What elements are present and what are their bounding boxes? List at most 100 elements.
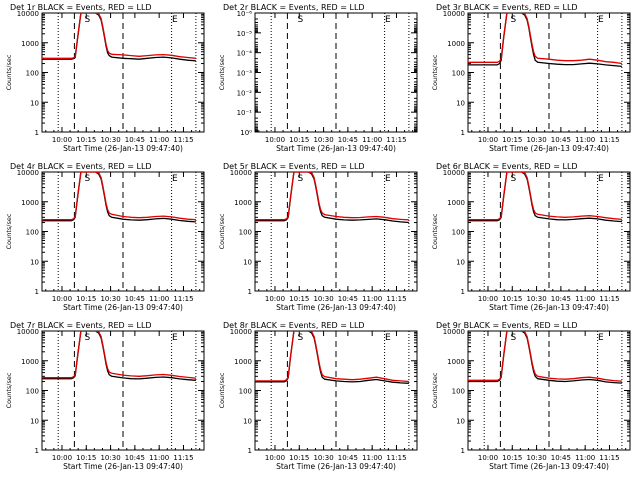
x-tick-label: 10:45 — [125, 136, 145, 144]
y-tick-label: 10⁻² — [237, 89, 253, 97]
y-axis-label: Counts/sec — [431, 213, 439, 249]
x-tick-label: 10:15 — [76, 136, 96, 144]
x-tick-label: 10:15 — [289, 454, 309, 462]
event-symbol: E — [385, 174, 391, 184]
x-tick-label: 10:15 — [76, 295, 96, 303]
x-tick-label: 11:00 — [362, 295, 382, 303]
x-axis-label: Start Time (26-Jan-13 09:47:40) — [63, 462, 183, 471]
y-tick-label: 10⁻¹ — [237, 109, 253, 117]
y-tick-label: 10⁻⁶ — [237, 10, 253, 18]
series-line-lld — [42, 172, 196, 221]
event-symbol: S — [511, 15, 517, 25]
x-tick-label: 10:30 — [100, 295, 120, 303]
y-tick-label: 100 — [26, 70, 39, 78]
panel-title: Det 5r BLACK = Events, RED = LLD — [223, 162, 365, 171]
y-tick-label: 10000 — [17, 169, 39, 177]
detector-panel-3: 1 10 100 1000 10000 10:00 10:15 10:30 10:45 11:00… — [431, 3, 631, 153]
x-tick-label: 11:15 — [173, 295, 193, 303]
x-axis-label: Start Time (26-Jan-13 09:47:40) — [63, 144, 183, 153]
x-tick-label: 10:30 — [100, 136, 120, 144]
x-tick-label: 10:45 — [125, 454, 145, 462]
x-tick-label: 11:00 — [362, 454, 382, 462]
x-tick-label: 10:30 — [313, 295, 333, 303]
panel-title: Det 1r BLACK = Events, RED = LLD — [10, 3, 152, 12]
y-tick-label: 10000 — [443, 10, 465, 18]
x-axis-label: Start Time (26-Jan-13 09:47:40) — [276, 303, 396, 312]
x-axis-label: Start Time (26-Jan-13 09:47:40) — [276, 462, 396, 471]
y-tick-label: 100 — [239, 388, 252, 396]
x-tick-label: 10:00 — [478, 295, 498, 303]
x-tick-label: 10:00 — [478, 136, 498, 144]
y-tick-label: 10000 — [443, 328, 465, 336]
x-axis-label: Start Time (26-Jan-13 09:47:40) — [489, 144, 609, 153]
event-symbol: S — [85, 174, 91, 184]
series-line-lld — [42, 13, 196, 59]
y-tick-label: 10 — [456, 99, 465, 107]
panel-title: Det 7r BLACK = Events, RED = LLD — [10, 321, 152, 330]
x-tick-label: 11:00 — [149, 454, 169, 462]
detector-panel-5: 1 10 100 1000 10000 10:00 10:15 10:30 10:45 11:00… — [218, 162, 418, 312]
y-axis-label: Counts/sec — [218, 54, 226, 90]
x-tick-label: 11:15 — [599, 136, 619, 144]
y-tick-label: 10 — [243, 417, 252, 425]
y-tick-label: 10000 — [17, 328, 39, 336]
event-symbol: E — [172, 15, 178, 25]
x-tick-label: 11:15 — [386, 295, 406, 303]
x-tick-label: 10:15 — [502, 295, 522, 303]
y-axis-label: Counts/sec — [218, 213, 226, 249]
y-tick-label: 100 — [452, 388, 465, 396]
y-tick-label: 100 — [452, 229, 465, 237]
x-tick-label: 10:45 — [125, 295, 145, 303]
y-tick-label: 1 — [461, 288, 465, 296]
y-tick-label: 10 — [30, 99, 39, 107]
y-tick-label: 10⁻⁴ — [237, 50, 253, 58]
x-tick-label: 11:15 — [173, 136, 193, 144]
x-tick-label: 10:45 — [551, 295, 571, 303]
panel-title: Det 3r BLACK = Events, RED = LLD — [436, 3, 578, 12]
x-tick-label: 10:00 — [52, 136, 72, 144]
event-symbol: S — [298, 15, 304, 25]
x-tick-label: 10:30 — [313, 136, 333, 144]
y-tick-label: 1 — [461, 447, 465, 455]
y-tick-label: 10000 — [443, 169, 465, 177]
x-axis-label: Start Time (26-Jan-13 09:47:40) — [63, 303, 183, 312]
series-line-lld — [468, 13, 622, 65]
y-axis-label: Counts/sec — [218, 372, 226, 408]
x-tick-label: 10:15 — [289, 136, 309, 144]
y-tick-label: 1 — [248, 447, 252, 455]
detector-panel-9: 1 10 100 1000 10000 10:00 10:15 10:30 10:45 11:00… — [431, 321, 631, 471]
y-tick-label: 10 — [30, 258, 39, 266]
detector-panel-1: 1 10 100 1000 10000 10:00 10:15 10:30 10:45 11:00… — [5, 3, 205, 153]
y-tick-label: 100 — [239, 229, 252, 237]
x-tick-label: 10:00 — [265, 136, 285, 144]
series-line-lld — [255, 172, 409, 221]
x-tick-label: 11:00 — [149, 136, 169, 144]
y-axis-label: Counts/sec — [5, 54, 13, 90]
x-tick-label: 10:00 — [478, 454, 498, 462]
event-symbol: E — [172, 174, 178, 184]
panel-title: Det 2r BLACK = Events, RED = LLD — [223, 3, 365, 12]
x-tick-label: 10:30 — [100, 454, 120, 462]
x-tick-label: 10:45 — [338, 454, 358, 462]
event-symbol: E — [172, 333, 178, 343]
x-tick-label: 11:15 — [386, 454, 406, 462]
x-axis-label: Start Time (26-Jan-13 09:47:40) — [276, 144, 396, 153]
y-tick-label: 10000 — [17, 10, 39, 18]
series-line-lld — [255, 331, 409, 383]
panel-title: Det 9r BLACK = Events, RED = LLD — [436, 321, 578, 330]
y-tick-label: 100 — [26, 388, 39, 396]
x-tick-label: 10:30 — [526, 136, 546, 144]
event-symbol: S — [298, 333, 304, 343]
y-tick-label: 10 — [30, 417, 39, 425]
panel-title: Det 6r BLACK = Events, RED = LLD — [436, 162, 578, 171]
event-symbol: E — [598, 333, 604, 343]
detector-panel-7: 1 10 100 1000 10000 10:00 10:15 10:30 10:45 11:00… — [5, 321, 205, 471]
y-tick-label: 10 — [243, 258, 252, 266]
x-tick-label: 10:15 — [502, 136, 522, 144]
detector-panel-8: 1 10 100 1000 10000 10:00 10:15 10:30 10:45 11:00… — [218, 321, 418, 471]
y-tick-label: 1000 — [234, 199, 252, 207]
y-tick-label: 1000 — [21, 358, 39, 366]
y-tick-label: 1 — [35, 447, 39, 455]
y-tick-label: 10000 — [230, 328, 252, 336]
event-symbol: S — [85, 333, 91, 343]
